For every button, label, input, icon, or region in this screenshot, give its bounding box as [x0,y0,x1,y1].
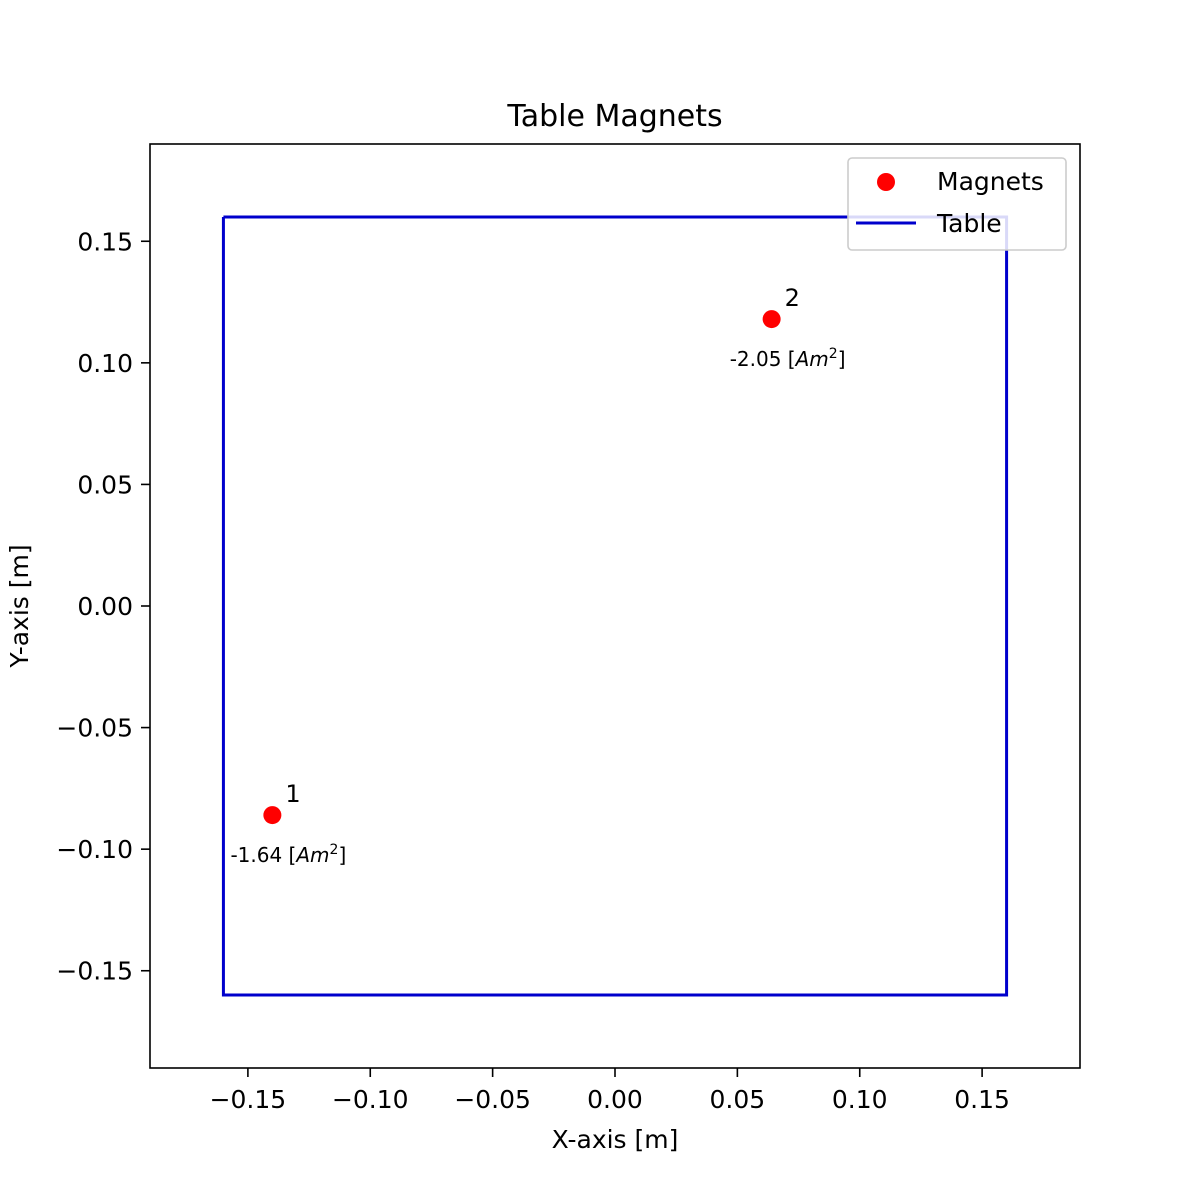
x-axis: −0.15 −0.10 −0.05 0.00 0.05 0.10 0.15 [210,1068,1010,1114]
x-tick-label: 0.05 [710,1085,766,1114]
x-tick-label: −0.10 [332,1085,409,1114]
legend-table-label: Table [936,209,1002,238]
magnet-id-label-2: 2 [785,284,800,312]
chart-title: Table Magnets [506,99,722,134]
points-layer: 1 -1.64 [Am2] 2 -2.05 [Am2] [230,284,845,867]
legend: Magnets Table [847,157,1067,251]
x-tick-label: 0.10 [832,1085,888,1114]
y-axis: −0.15 −0.10 −0.05 0.00 0.05 0.10 0.15 [56,227,150,986]
y-axis-label: Y-axis [m] [5,544,34,668]
magnet-point-1 [263,806,282,825]
magnet-moment-label-1: -1.64 [Am2] [230,842,346,867]
magnet-moment-label-2: -2.05 [Am2] [730,346,846,371]
table-layer [221,215,1009,997]
y-tick-label: −0.10 [56,835,133,864]
y-tick-label: 0.00 [77,592,133,621]
magnet-point-2 [762,310,781,329]
x-tick-label: 0.15 [954,1085,1010,1114]
y-tick-label: 0.05 [77,470,133,499]
y-tick-label: −0.15 [56,957,133,986]
legend-box [847,157,1067,251]
magnet-id-label-1: 1 [285,780,300,808]
y-tick-label: 0.10 [77,349,133,378]
y-tick-label: −0.05 [56,714,133,743]
x-tick-label: −0.15 [210,1085,287,1114]
x-tick-label: 0.00 [587,1085,643,1114]
y-tick-label: 0.15 [77,227,133,256]
legend-magnets-label: Magnets [937,167,1044,196]
x-axis-label: X-axis [m] [552,1125,679,1154]
x-tick-label: −0.05 [454,1085,531,1114]
table-outline-line [221,215,1009,997]
legend-magnets-marker [877,173,895,191]
